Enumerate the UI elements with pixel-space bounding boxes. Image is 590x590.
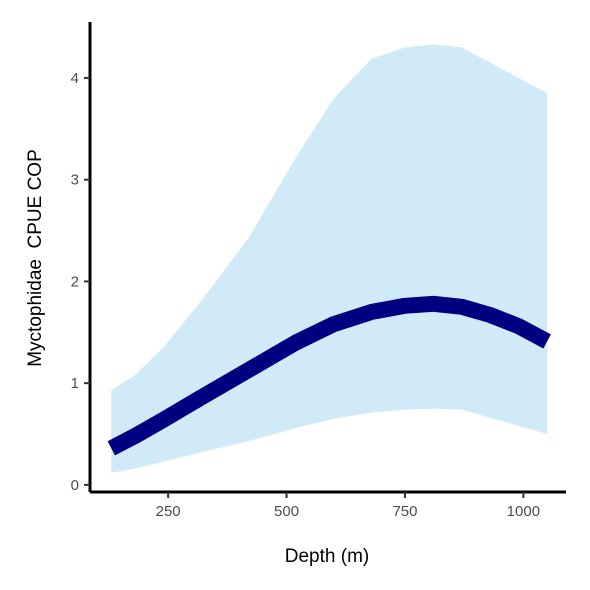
fit-line-0 <box>107 295 551 456</box>
x-axis-title: Depth (m) <box>285 546 369 567</box>
plot-area <box>107 44 551 473</box>
y-tick-label: 2 <box>71 273 79 290</box>
axes: 250 500 750 1000 0 1 2 3 4 <box>71 22 566 520</box>
y-tick-label: 0 <box>71 477 79 494</box>
y-tick-label: 4 <box>71 70 79 87</box>
x-tick-label: 750 <box>392 503 417 520</box>
x-tick-label: 500 <box>274 503 299 520</box>
y-tick-label: 3 <box>71 172 79 189</box>
confidence-band-0 <box>111 44 548 473</box>
x-tick-label: 250 <box>156 503 181 520</box>
x-tick-label: 1000 <box>507 503 540 520</box>
y-axis-title: Myctophidae CPUE COP <box>25 149 46 367</box>
y-tick-label: 1 <box>71 375 79 392</box>
